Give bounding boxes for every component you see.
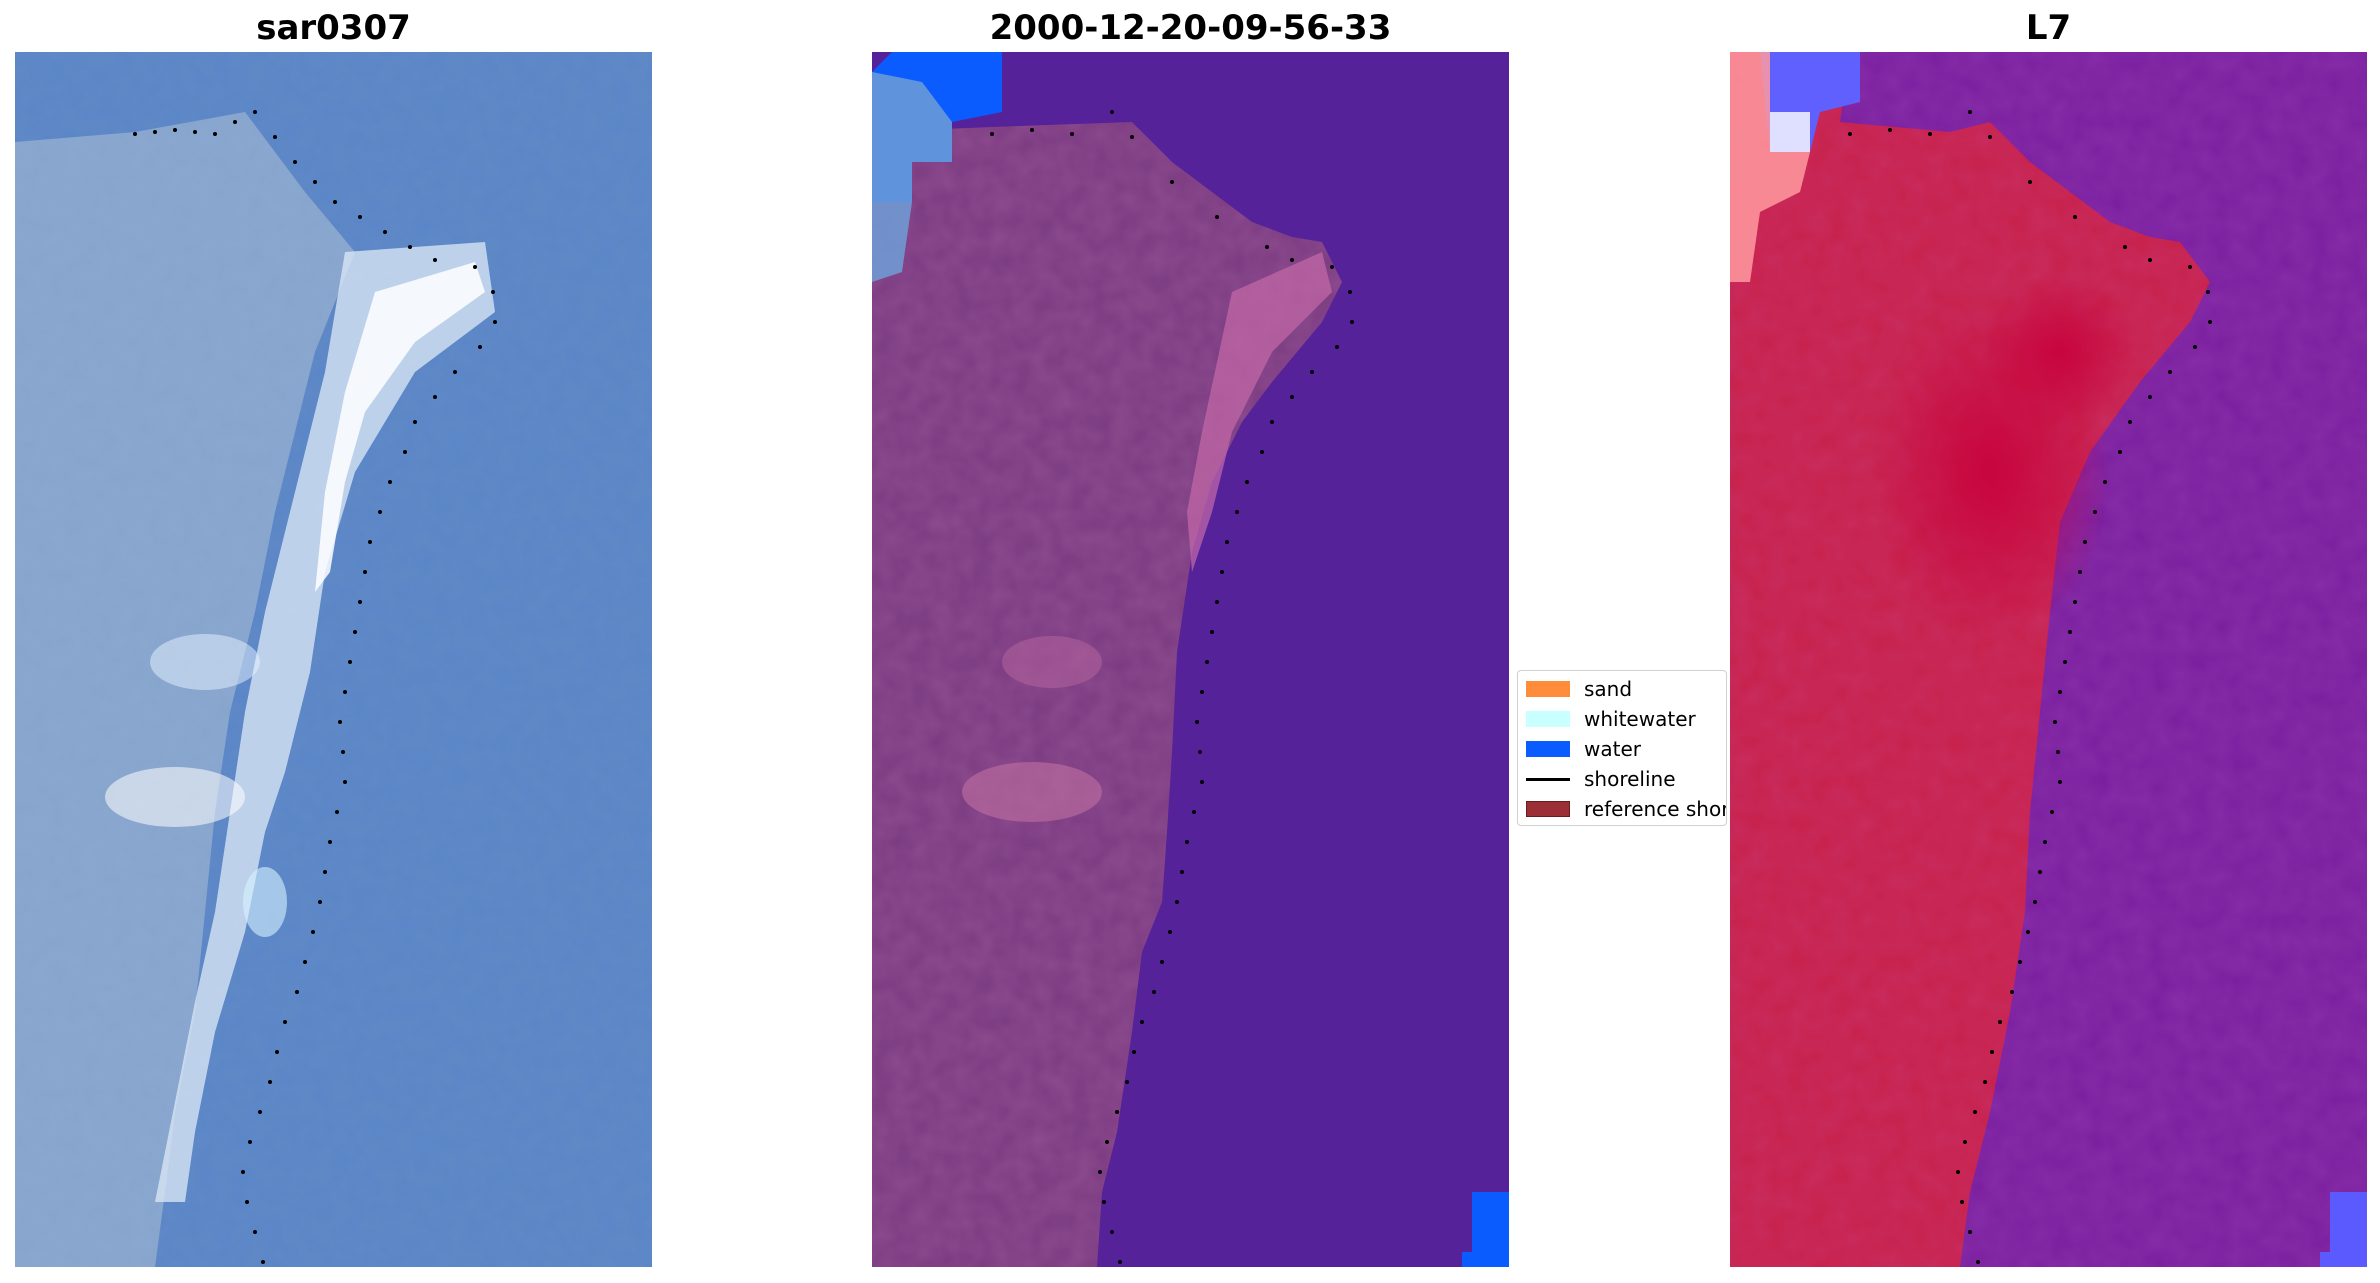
legend-swatch-reference-shoreline [1526, 801, 1570, 817]
shoreline-dots-2 [990, 110, 1354, 1264]
legend-item-shoreline: shoreline [1526, 767, 1676, 791]
classified-image [872, 52, 1509, 1267]
rgb-satellite-image [15, 52, 652, 1267]
shoreline-dots-3 [1848, 110, 2212, 1264]
legend-label-shoreline: shoreline [1584, 767, 1676, 791]
shoreline-dots [133, 110, 497, 1264]
index-image [1730, 52, 2367, 1267]
panel-classified: 2000-12-20-09-56-33 [872, 0, 1509, 1283]
panel-title-classified: 2000-12-20-09-56-33 [989, 8, 1392, 48]
panel-title-index: L7 [2025, 8, 2072, 48]
legend-label-whitewater: whitewater [1584, 707, 1696, 731]
panel-title-rgb: sar0307 [256, 8, 411, 48]
legend: sand whitewater water shoreline referenc… [1517, 670, 1727, 826]
legend-swatch-sand [1526, 681, 1570, 697]
legend-item-water: water [1526, 737, 1641, 761]
legend-label-reference-shoreline: reference shoreline [1584, 797, 1727, 821]
legend-item-reference-shoreline: reference shoreline [1526, 797, 1727, 821]
legend-label-sand: sand [1584, 677, 1633, 701]
legend-line-shoreline [1526, 777, 1570, 781]
panel-index: L7 [1730, 0, 2367, 1283]
legend-swatch-whitewater [1526, 711, 1570, 727]
panel-rgb: sar0307 [15, 0, 652, 1283]
legend-item-whitewater: whitewater [1526, 707, 1696, 731]
legend-swatch-water [1526, 741, 1570, 757]
surf-zone [155, 242, 495, 1202]
legend-item-sand: sand [1526, 677, 1632, 701]
legend-label-water: water [1584, 737, 1641, 761]
